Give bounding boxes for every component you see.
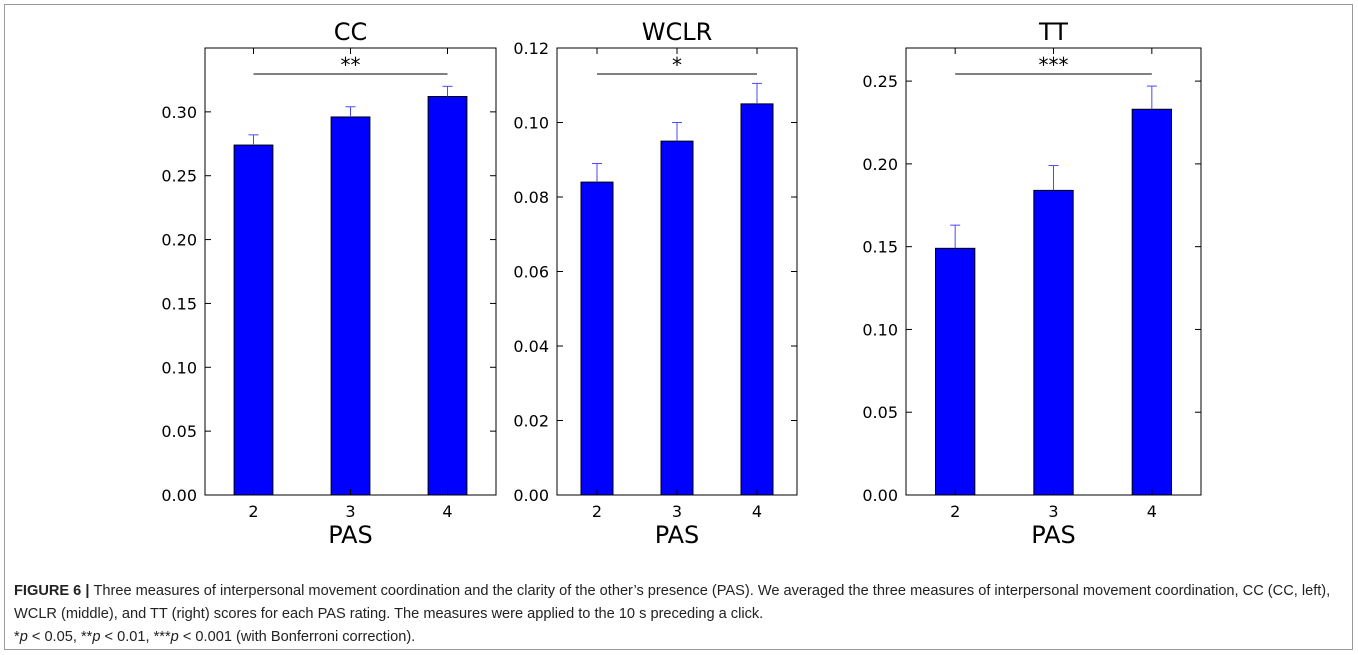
y-tick-label: 0.15 xyxy=(862,238,898,257)
y-tick-label: 0.00 xyxy=(513,486,549,505)
sig-p-2: p xyxy=(92,629,101,645)
x-tick-label: 2 xyxy=(950,502,960,521)
y-tick-label: 0.20 xyxy=(161,231,197,250)
bar xyxy=(660,140,694,496)
figure-label-separator: | xyxy=(85,583,90,599)
y-tick-label: 0.08 xyxy=(513,188,549,207)
y-tick-label: 0.20 xyxy=(862,155,898,174)
y-tick-label: 0.05 xyxy=(161,422,197,441)
y-tick-label: 0.06 xyxy=(513,263,549,282)
sig-stars-1: * xyxy=(14,629,20,645)
figure-frame xyxy=(4,4,1353,650)
y-tick-label: 0.30 xyxy=(161,103,197,122)
x-axis-label: PAS xyxy=(328,521,373,549)
y-tick-label: 0.10 xyxy=(513,114,549,133)
y-tick-label: 0.00 xyxy=(161,486,197,505)
bar xyxy=(1033,189,1074,496)
figure-label: FIGURE 6 xyxy=(14,583,82,599)
y-tick-label: 0.10 xyxy=(862,320,898,339)
chart-title: CC xyxy=(334,18,368,46)
y-tick-label: 0.00 xyxy=(862,486,898,505)
sig-note-2: **p < 0.01, xyxy=(81,629,154,645)
bar xyxy=(935,247,976,496)
x-tick-label: 4 xyxy=(752,502,762,521)
chart-title: TT xyxy=(1038,18,1068,46)
sig-threshold-3: < 0.001 (with Bonferroni correction). xyxy=(178,629,416,645)
y-tick-label: 0.05 xyxy=(862,403,898,422)
sig-threshold-2: < 0.01, xyxy=(100,629,154,645)
x-tick-label: 3 xyxy=(345,502,355,521)
y-tick-label: 0.10 xyxy=(161,358,197,377)
chart-title: WCLR xyxy=(642,18,713,46)
figure-caption: FIGURE 6 | Three measures of interpersona… xyxy=(14,580,1344,649)
x-axis-label: PAS xyxy=(655,521,700,549)
bar xyxy=(427,96,468,496)
y-tick-label: 0.12 xyxy=(513,39,549,58)
sig-threshold-1: < 0.05, xyxy=(27,629,81,645)
x-tick-label: 4 xyxy=(442,502,452,521)
x-tick-label: 4 xyxy=(1147,502,1157,521)
sig-stars-3: *** xyxy=(153,629,171,645)
significance-label: ** xyxy=(341,53,361,77)
x-tick-label: 2 xyxy=(248,502,258,521)
significance-label: *** xyxy=(1039,53,1069,77)
sig-p-3: p xyxy=(170,629,179,645)
bar xyxy=(330,116,371,496)
sig-note-1: *p < 0.05, xyxy=(14,629,81,645)
significance-label: * xyxy=(672,53,682,77)
y-tick-label: 0.25 xyxy=(161,167,197,186)
bar xyxy=(1131,108,1172,496)
y-tick-label: 0.04 xyxy=(513,337,549,356)
y-tick-label: 0.15 xyxy=(161,294,197,313)
y-tick-label: 0.02 xyxy=(513,412,549,431)
sig-stars-2: ** xyxy=(80,629,93,645)
x-tick-label: 3 xyxy=(1048,502,1058,521)
x-axis-label: PAS xyxy=(1031,521,1076,549)
x-tick-label: 3 xyxy=(672,502,682,521)
bar xyxy=(580,181,614,496)
y-tick-label: 0.25 xyxy=(862,72,898,91)
bar xyxy=(233,144,274,496)
sig-note-3: ***p < 0.001 (with Bonferroni correction… xyxy=(154,629,416,645)
figure-charts: 0.00 0.05 0.10 0.15 0.20 0.25 0.30 2 3 4 ** CC PAS 0.… xyxy=(161,18,1202,549)
bar xyxy=(740,103,774,496)
caption-text: Three measures of interpersonal movement… xyxy=(14,583,1331,622)
sig-p-1: p xyxy=(19,629,28,645)
x-tick-label: 2 xyxy=(592,502,602,521)
